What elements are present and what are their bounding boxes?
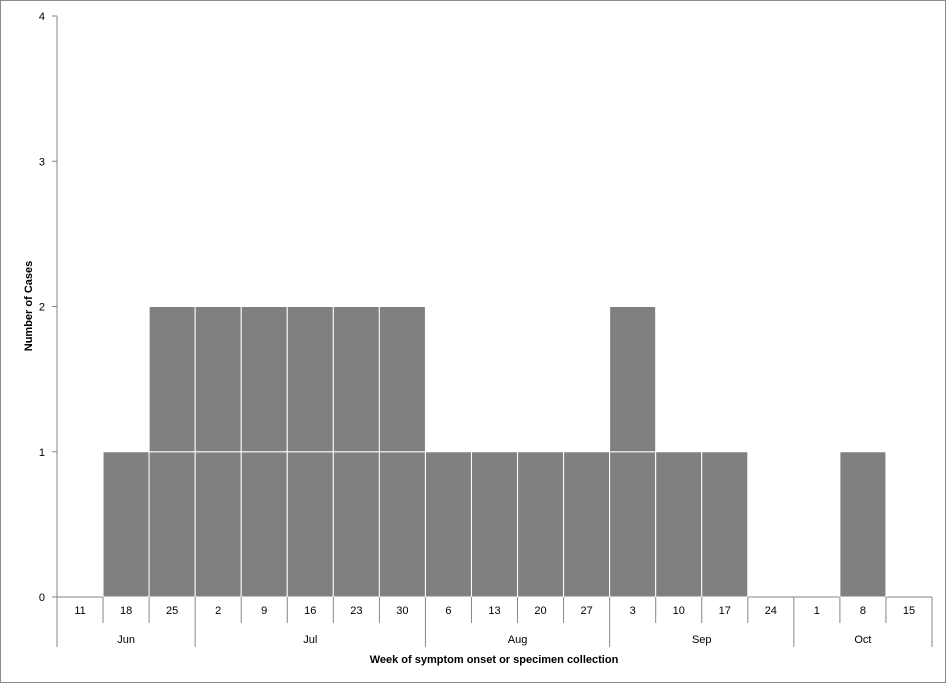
bar-case-box [240,451,288,598]
bar-case-box [424,451,472,598]
x-month-label: Sep [692,634,712,646]
x-week-label: 30 [396,605,408,617]
bar-case-box [148,451,196,598]
x-week-label: 24 [765,605,777,617]
x-week-label: 23 [350,605,362,617]
x-week-label: 17 [719,605,731,617]
x-week-label: 25 [166,605,178,617]
y-axis-title: Number of Cases [23,261,35,351]
bar-case-box [286,451,334,598]
bar-case-box [332,306,380,453]
bar-case-box [517,451,565,598]
bar-case-box [470,451,519,598]
x-month-label: Aug [508,634,528,646]
bar-case-box [240,306,288,453]
x-week-label: 11 [74,605,85,617]
bar-case-box [194,306,242,453]
x-week-label: 2 [215,605,221,617]
y-tick-label: 2 [39,302,45,314]
x-week-label: 8 [860,605,866,617]
bar-case-box [378,451,426,598]
x-month-label: Jul [303,634,317,646]
bar-case-box [194,451,242,598]
x-axis-title: Week of symptom onset or specimen collec… [370,654,619,666]
x-week-label: 6 [445,605,451,617]
x-month-label: Oct [854,634,871,646]
x-month-label: Jun [117,634,135,646]
bar-case-box [609,451,657,598]
bars [102,306,887,598]
bar-case-box [563,451,611,598]
x-week-labels: 11 18 25 2 9 16 23 30 6 13 20 27 3 10 17 24 1 8 15 [56,597,933,623]
bar-case-box [609,306,657,453]
x-week-label: 20 [534,605,546,617]
bar-case-box [701,451,749,598]
y-tick-label: 3 [39,156,45,168]
x-month-labels: Jun Jul Aug Sep Oct [56,623,933,647]
bar-case-box [839,451,887,598]
bar-case-box [655,451,703,598]
x-week-label: 16 [304,605,316,617]
y-tick-label: 1 [39,447,45,459]
bar-case-box [102,451,150,598]
x-week-label: 3 [630,605,636,617]
bar-case-box [286,306,334,453]
y-ticks: 0 1 2 3 4 [39,11,57,604]
x-week-label: 1 [814,605,820,617]
bar-case-box [378,306,426,453]
y-tick-label: 4 [39,11,45,23]
x-week-label: 10 [673,605,685,617]
x-week-label: 18 [120,605,132,617]
y-tick-label: 0 [39,592,45,604]
x-week-label: 13 [488,605,500,617]
x-week-label: 27 [580,605,592,617]
bar-case-box [332,451,380,598]
bar-case-box [148,306,196,453]
x-week-label: 15 [903,605,915,617]
x-week-label: 9 [261,605,267,617]
